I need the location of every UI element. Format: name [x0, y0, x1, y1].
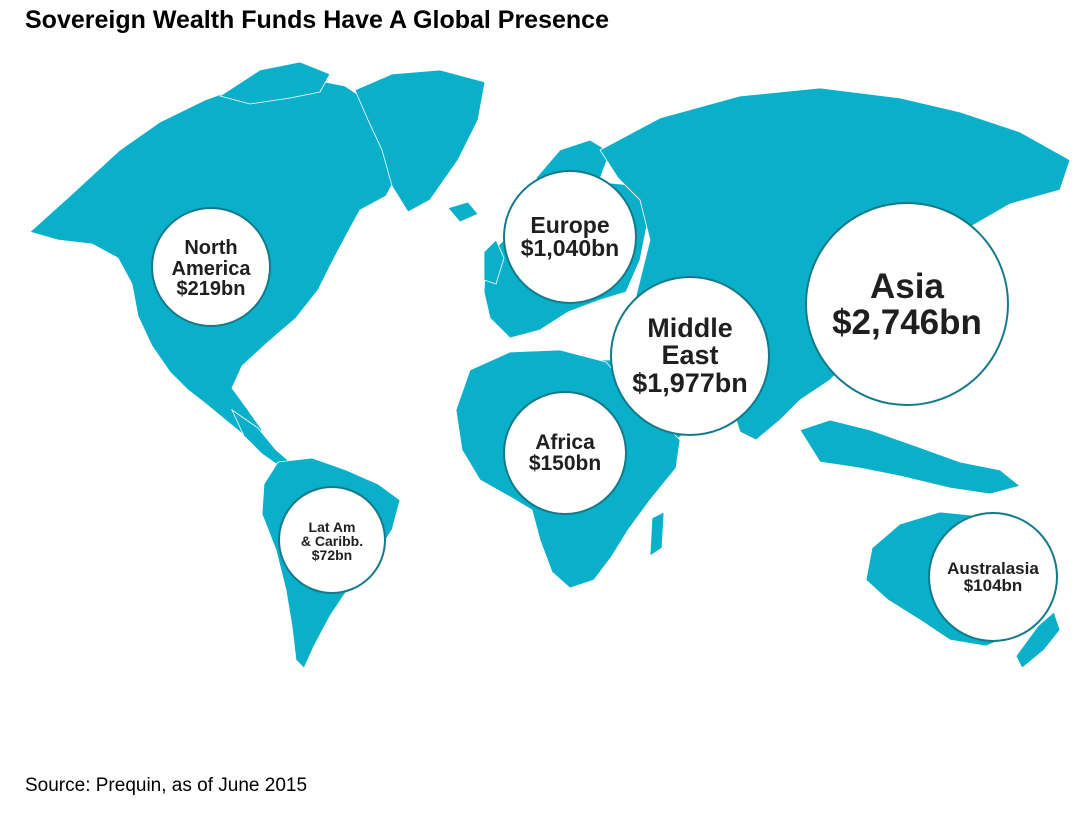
- europe-value: $1,040bn: [520, 235, 620, 261]
- australasia-line-1: Australasia: [947, 558, 1039, 578]
- asia-line-1: Asia: [870, 267, 944, 307]
- label-north-america: North America $219bn: [153, 209, 269, 325]
- lat-am-line-2: & Caribb.: [300, 532, 364, 549]
- middle-east-line-2: East: [661, 340, 719, 371]
- europe-line-1: Europe: [530, 211, 610, 238]
- source-note: Source: Prequin, as of June 2015: [25, 775, 308, 796]
- label-europe: Europe $1,040bn: [505, 172, 635, 302]
- north-america-line-1: North: [184, 237, 238, 260]
- land-se-asia: [799, 419, 1021, 495]
- land-madagascar: [649, 511, 665, 557]
- asia-value: $2,746bn: [832, 303, 982, 342]
- africa-line-1: Africa: [535, 430, 595, 454]
- label-australasia: Australasia $104bn: [930, 514, 1056, 640]
- label-africa: Africa $150bn: [505, 393, 625, 513]
- label-middle-east: Middle East $1,977bn: [612, 278, 768, 434]
- lat-am-line-1: Lat Am: [308, 518, 356, 535]
- land-uk: [483, 239, 505, 285]
- land-arctic-islands: [219, 61, 331, 105]
- africa-value: $150bn: [528, 452, 602, 475]
- label-lat-am: Lat Am & Caribb. $72bn: [280, 488, 384, 592]
- land-central-america: [231, 408, 291, 469]
- australasia-value: $104bn: [963, 576, 1023, 595]
- middle-east-value: $1,977bn: [632, 367, 748, 398]
- land-new-zealand: [1015, 611, 1061, 669]
- page-title: Sovereign Wealth Funds Have A Global Pre…: [25, 6, 609, 34]
- label-asia: Asia $2,746bn: [807, 204, 1007, 404]
- land-greenland: [354, 69, 486, 213]
- middle-east-line-1: Middle: [647, 312, 733, 343]
- lat-am-value: $72bn: [311, 547, 353, 564]
- north-america-value: $219bn: [176, 278, 246, 301]
- north-america-line-2: America: [171, 257, 251, 280]
- land-iceland: [447, 201, 479, 223]
